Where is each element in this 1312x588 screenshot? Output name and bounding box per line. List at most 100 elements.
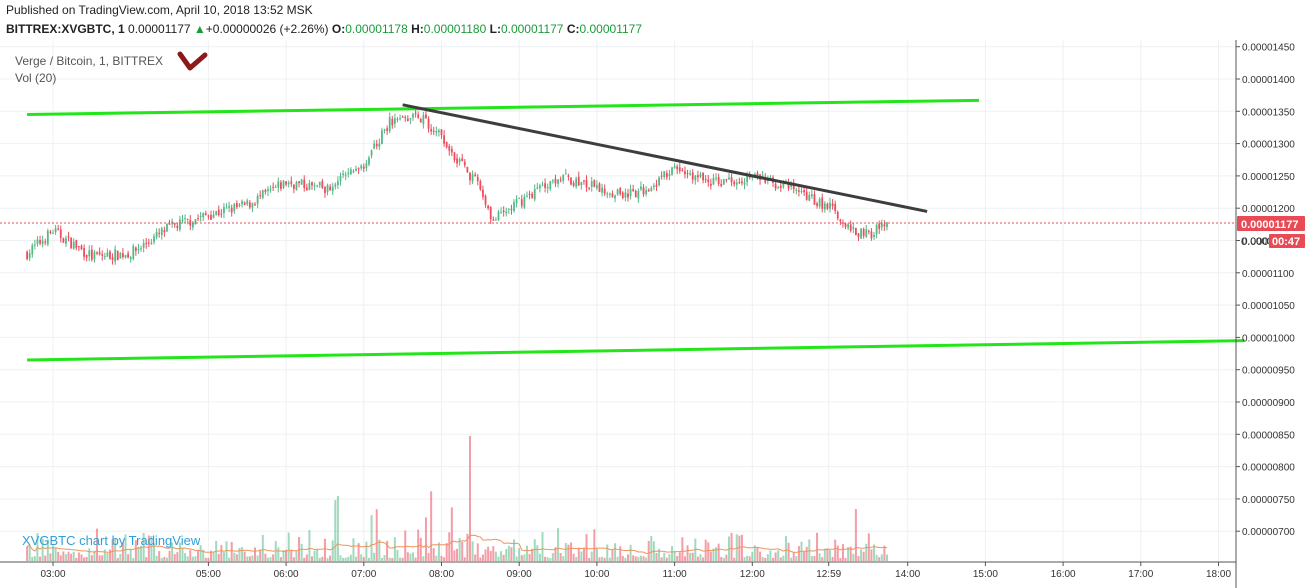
candle-body bbox=[368, 157, 370, 165]
candle-body bbox=[443, 135, 445, 144]
candle-body bbox=[401, 116, 404, 118]
volume-bar bbox=[572, 553, 575, 561]
volume-bar bbox=[650, 536, 653, 561]
candle-body bbox=[823, 203, 826, 210]
volume-bar bbox=[764, 557, 767, 561]
volume-bar bbox=[163, 556, 166, 561]
candle-body bbox=[448, 146, 451, 151]
volume-bar bbox=[787, 542, 790, 561]
candle-body bbox=[826, 203, 829, 209]
volume-bar bbox=[621, 555, 624, 561]
volume-bar bbox=[111, 539, 114, 561]
candle-body bbox=[507, 208, 510, 210]
y-tick-label: 0.00001100 bbox=[1242, 269, 1295, 280]
candle-body bbox=[303, 179, 306, 188]
volume-bar bbox=[238, 547, 241, 561]
candle-body bbox=[834, 204, 837, 212]
volume-bar bbox=[59, 555, 62, 561]
candle-body bbox=[404, 117, 407, 119]
volume-bar bbox=[808, 539, 811, 561]
candle-body bbox=[272, 186, 275, 188]
candle-body bbox=[702, 172, 704, 181]
volume-bar bbox=[582, 547, 585, 561]
trendline[interactable] bbox=[27, 98, 979, 117]
volume-bar bbox=[83, 557, 86, 561]
candle-body bbox=[31, 245, 34, 255]
candle-body bbox=[601, 187, 603, 193]
candle-body bbox=[440, 129, 443, 136]
candle-body bbox=[541, 184, 544, 186]
candle-body bbox=[287, 182, 290, 185]
volume-bar bbox=[725, 554, 728, 561]
trendline[interactable] bbox=[402, 103, 928, 213]
candle-body bbox=[668, 174, 671, 176]
volume-bar bbox=[549, 557, 552, 561]
candle-body bbox=[709, 183, 712, 186]
candle-body bbox=[292, 184, 295, 189]
candle-body bbox=[36, 239, 39, 244]
x-tick-label: 05:00 bbox=[196, 569, 221, 580]
volume-bar bbox=[282, 550, 285, 561]
volume-bar bbox=[466, 533, 469, 561]
volume-bar bbox=[352, 538, 355, 561]
candle-body bbox=[422, 115, 425, 125]
volume-bar bbox=[373, 552, 376, 561]
volume-bar bbox=[326, 557, 329, 561]
x-axis-ticks: 03:00 05:00 06:00 07:00 08:00 09:00 10:00 11:00… bbox=[40, 562, 1231, 580]
volume-bar bbox=[722, 557, 725, 561]
volume-bar bbox=[790, 557, 793, 561]
legend-title: Verge / Bitcoin, 1, BITTREX bbox=[15, 54, 164, 68]
watermark-link[interactable]: XVGBTC chart by TradingView bbox=[22, 533, 201, 548]
candle-body bbox=[627, 193, 629, 198]
candle-body bbox=[596, 185, 598, 189]
volume-bar bbox=[318, 557, 321, 561]
candle-body bbox=[54, 228, 57, 233]
volume-bar bbox=[681, 537, 684, 561]
candle-body bbox=[484, 195, 487, 205]
candle-body bbox=[717, 177, 720, 184]
candle-body bbox=[365, 163, 368, 168]
volume-bar bbox=[660, 557, 663, 561]
candle-body bbox=[233, 203, 236, 212]
candle-body bbox=[844, 223, 847, 227]
candle-body bbox=[456, 158, 458, 164]
volume-bar bbox=[194, 556, 197, 561]
candle-body bbox=[590, 181, 593, 187]
volume-bar bbox=[860, 549, 863, 561]
volume-bar bbox=[546, 557, 549, 561]
volume-bar bbox=[683, 556, 686, 561]
candle-body bbox=[722, 179, 725, 185]
volume-bar bbox=[220, 545, 223, 561]
candle-body bbox=[616, 189, 619, 195]
volume-bar bbox=[702, 557, 705, 561]
candle-body bbox=[699, 174, 702, 177]
candle-body bbox=[865, 229, 868, 237]
trendline[interactable] bbox=[27, 339, 1245, 362]
candle-body bbox=[337, 181, 339, 186]
candle-body bbox=[357, 168, 360, 170]
candle-body bbox=[463, 161, 466, 166]
candle-body bbox=[614, 195, 616, 199]
volume-bar bbox=[668, 554, 671, 561]
volume-bar bbox=[176, 552, 179, 561]
volume-bar bbox=[468, 436, 471, 561]
candle-body bbox=[671, 167, 673, 175]
volume-bar bbox=[266, 557, 269, 561]
volume-bar bbox=[712, 548, 715, 561]
volume-bar bbox=[823, 548, 826, 561]
candle-body bbox=[873, 235, 875, 237]
volume-bar bbox=[865, 543, 868, 561]
candle-body bbox=[324, 186, 326, 194]
candle-body bbox=[743, 182, 746, 185]
candle-body bbox=[704, 179, 707, 181]
y-tick-label: 0.00000850 bbox=[1242, 430, 1295, 441]
candle-body bbox=[632, 189, 635, 192]
volume-bar bbox=[300, 543, 303, 561]
candle-body bbox=[194, 219, 197, 225]
volume-bar bbox=[494, 551, 497, 561]
candle-body bbox=[140, 248, 142, 250]
volume-bar bbox=[769, 550, 772, 561]
volume-bar bbox=[33, 556, 36, 561]
candle-body bbox=[261, 190, 264, 198]
